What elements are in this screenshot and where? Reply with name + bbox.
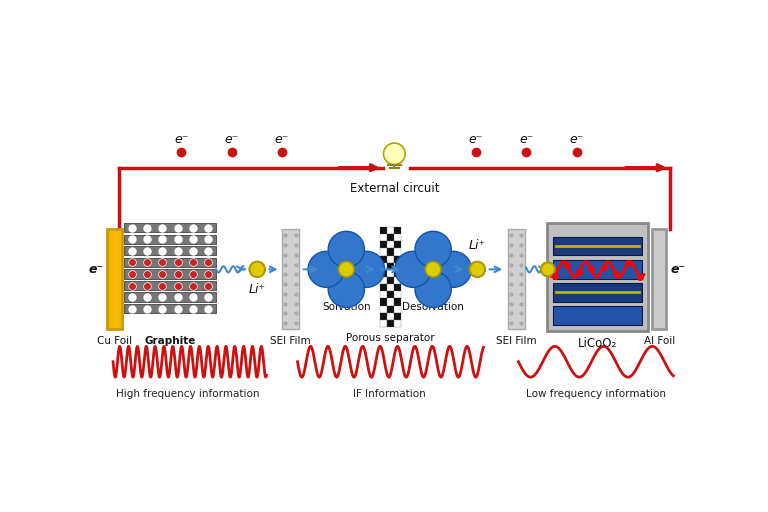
FancyBboxPatch shape (124, 281, 216, 290)
FancyBboxPatch shape (508, 229, 525, 329)
FancyBboxPatch shape (379, 277, 387, 284)
Circle shape (328, 271, 365, 307)
Circle shape (415, 231, 452, 267)
FancyBboxPatch shape (387, 270, 394, 277)
Text: Cu Foil: Cu Foil (97, 335, 132, 346)
Text: e⁻: e⁻ (468, 133, 483, 146)
Text: Graphite: Graphite (144, 335, 196, 346)
FancyBboxPatch shape (379, 241, 387, 248)
FancyBboxPatch shape (379, 263, 387, 270)
Text: SEI Film: SEI Film (270, 335, 311, 346)
Text: Low frequency information: Low frequency information (526, 389, 666, 399)
FancyBboxPatch shape (553, 260, 641, 279)
FancyBboxPatch shape (394, 313, 402, 320)
FancyBboxPatch shape (387, 320, 394, 327)
Text: External circuit: External circuit (349, 182, 439, 195)
FancyBboxPatch shape (124, 223, 216, 232)
Circle shape (415, 271, 452, 307)
FancyBboxPatch shape (387, 241, 394, 248)
FancyBboxPatch shape (394, 320, 402, 327)
Text: e⁻: e⁻ (174, 133, 188, 146)
FancyBboxPatch shape (387, 298, 394, 306)
Circle shape (250, 262, 265, 277)
FancyBboxPatch shape (379, 270, 387, 277)
Ellipse shape (383, 143, 406, 165)
Text: e⁻: e⁻ (670, 263, 685, 276)
Text: IF Information: IF Information (353, 389, 425, 399)
FancyBboxPatch shape (379, 313, 387, 320)
Text: Desolvation: Desolvation (402, 302, 464, 312)
FancyBboxPatch shape (553, 306, 641, 325)
FancyBboxPatch shape (379, 306, 387, 313)
Text: Porous separator: Porous separator (346, 333, 435, 343)
FancyBboxPatch shape (394, 248, 402, 255)
FancyBboxPatch shape (387, 291, 394, 298)
Text: e⁻: e⁻ (569, 133, 584, 146)
FancyBboxPatch shape (387, 227, 394, 234)
Text: e⁻: e⁻ (224, 133, 239, 146)
FancyBboxPatch shape (394, 284, 402, 291)
Text: Li⁺: Li⁺ (249, 283, 266, 296)
FancyBboxPatch shape (553, 237, 641, 255)
FancyBboxPatch shape (394, 227, 402, 234)
FancyBboxPatch shape (379, 227, 387, 234)
Circle shape (425, 262, 441, 277)
Text: LiCoO₂: LiCoO₂ (578, 337, 617, 350)
FancyBboxPatch shape (394, 263, 402, 270)
FancyBboxPatch shape (124, 258, 216, 267)
FancyBboxPatch shape (394, 270, 402, 277)
Circle shape (339, 262, 354, 277)
Text: Li⁺: Li⁺ (468, 240, 486, 252)
Circle shape (349, 251, 385, 287)
FancyBboxPatch shape (387, 284, 394, 291)
FancyBboxPatch shape (379, 234, 387, 241)
FancyBboxPatch shape (394, 277, 402, 284)
FancyBboxPatch shape (394, 255, 402, 263)
Circle shape (328, 231, 365, 267)
FancyBboxPatch shape (394, 291, 402, 298)
FancyBboxPatch shape (387, 234, 394, 241)
FancyBboxPatch shape (387, 277, 394, 284)
FancyBboxPatch shape (107, 229, 122, 329)
FancyBboxPatch shape (394, 241, 402, 248)
FancyBboxPatch shape (387, 248, 394, 255)
Text: SEI Film: SEI Film (495, 335, 536, 346)
Circle shape (435, 251, 472, 287)
FancyBboxPatch shape (387, 306, 394, 313)
FancyBboxPatch shape (553, 283, 641, 302)
FancyBboxPatch shape (124, 304, 216, 313)
Circle shape (308, 251, 344, 287)
FancyBboxPatch shape (124, 292, 216, 302)
Text: Al Foil: Al Foil (644, 335, 675, 346)
FancyBboxPatch shape (653, 229, 667, 329)
FancyBboxPatch shape (387, 313, 394, 320)
FancyBboxPatch shape (379, 255, 387, 263)
FancyBboxPatch shape (387, 263, 394, 270)
Circle shape (541, 263, 554, 276)
FancyBboxPatch shape (124, 234, 216, 244)
FancyBboxPatch shape (394, 234, 402, 241)
FancyBboxPatch shape (124, 269, 216, 279)
FancyBboxPatch shape (124, 246, 216, 255)
FancyBboxPatch shape (379, 320, 387, 327)
Text: High frequency information: High frequency information (116, 389, 259, 399)
Text: e⁻: e⁻ (519, 133, 533, 146)
Text: e⁻: e⁻ (275, 133, 290, 146)
FancyBboxPatch shape (379, 291, 387, 298)
FancyBboxPatch shape (547, 223, 647, 331)
FancyBboxPatch shape (379, 298, 387, 306)
Circle shape (395, 251, 431, 287)
Text: e⁻: e⁻ (88, 263, 104, 276)
FancyBboxPatch shape (282, 229, 299, 329)
FancyBboxPatch shape (394, 298, 402, 306)
Text: Solvation: Solvation (322, 302, 371, 312)
Circle shape (469, 262, 485, 277)
FancyBboxPatch shape (394, 306, 402, 313)
FancyBboxPatch shape (387, 255, 394, 263)
FancyBboxPatch shape (379, 248, 387, 255)
FancyBboxPatch shape (379, 284, 387, 291)
